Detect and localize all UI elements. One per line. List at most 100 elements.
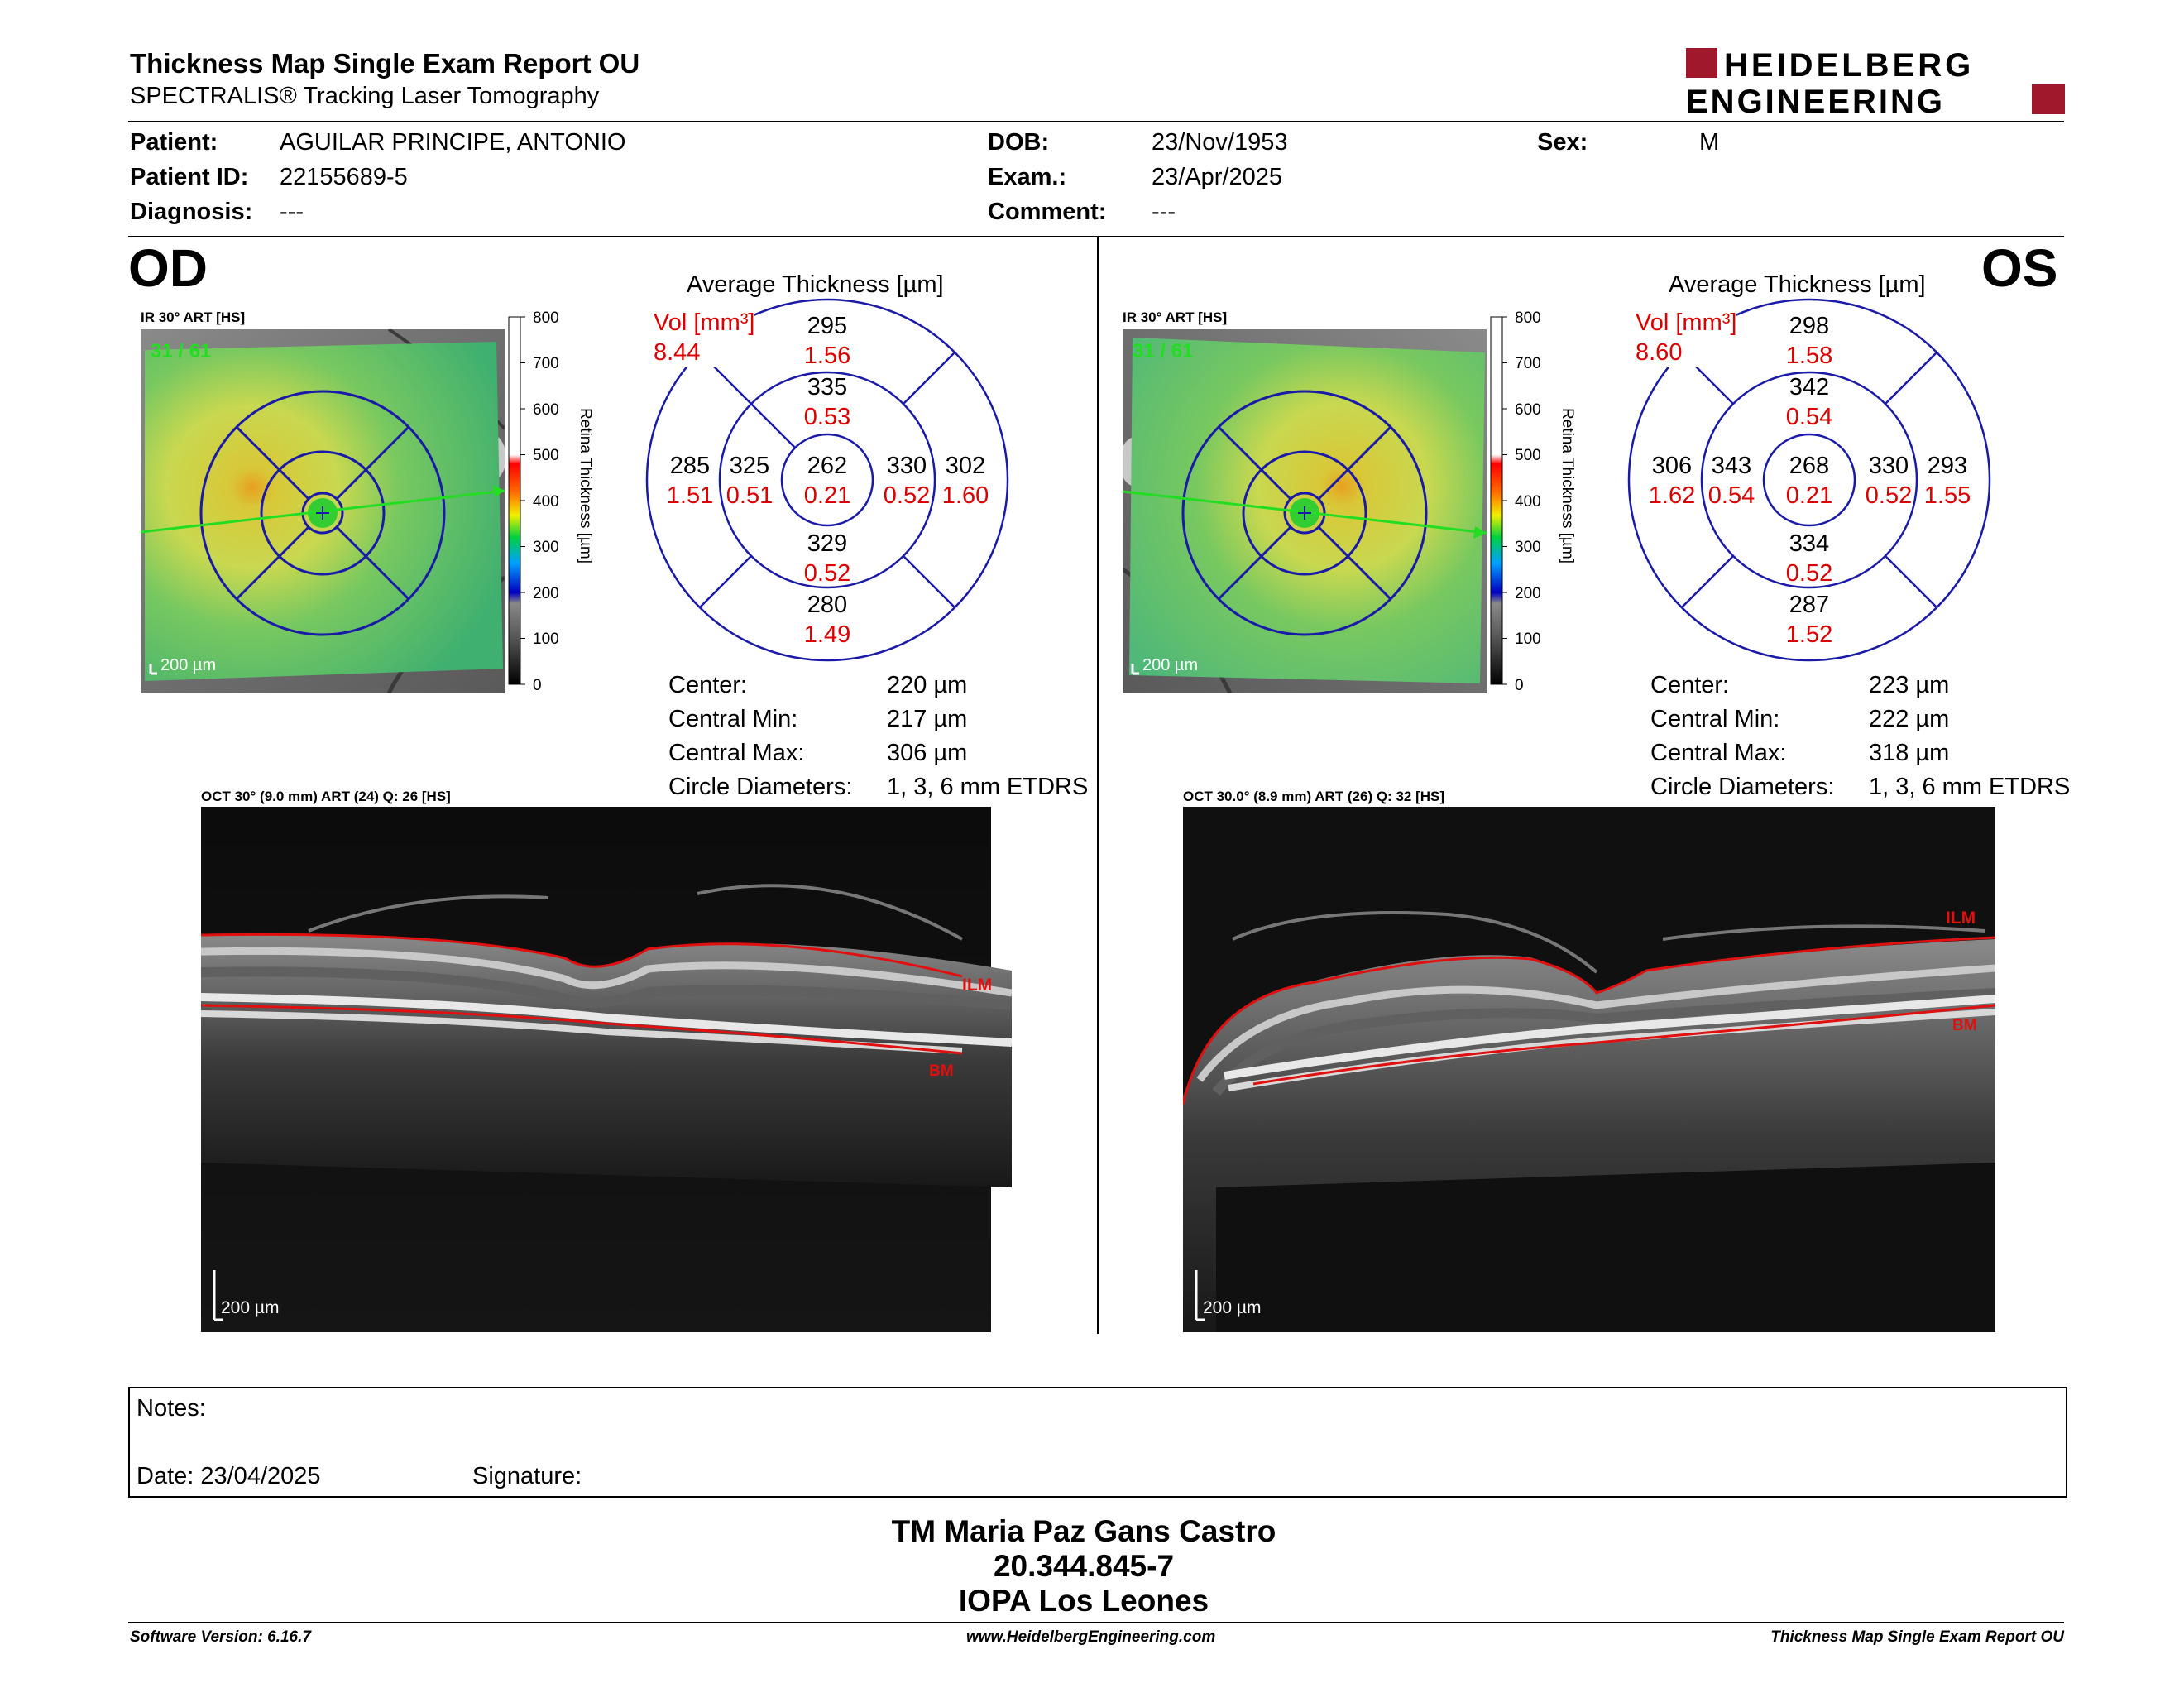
signer-institution: IOPA Los Leones — [958, 1584, 1209, 1618]
os-inner-inf-volume: 0.52 — [1786, 560, 1832, 587]
od-outer-inf-volume: 1.49 — [804, 621, 850, 648]
patient-label: Patient: — [130, 129, 218, 156]
os-max-label: Central Max: — [1650, 740, 1787, 766]
website-link[interactable]: www.HeidelbergEngineering.com — [966, 1628, 1216, 1646]
os-cbar-800: 800 — [1515, 310, 1541, 327]
od-outer-sup-thickness: 295 — [807, 313, 847, 339]
notes-label: Notes: — [136, 1395, 206, 1422]
od-center-volume: 0.21 — [804, 482, 850, 509]
os-outer-inf-thickness: 287 — [1789, 592, 1829, 618]
od-oct-scale: 200 µm — [221, 1298, 279, 1317]
os-cbar-500: 500 — [1515, 447, 1541, 464]
od-frames-count: 31 / 61 — [151, 340, 211, 362]
os-min-label: Central Min: — [1650, 706, 1780, 732]
od-cbar-700: 700 — [533, 355, 559, 372]
os-cbar-400: 400 — [1515, 493, 1541, 511]
os-cbar-0: 0 — [1515, 677, 1524, 691]
od-ilm-label: ILM — [962, 976, 992, 995]
os-center-label: Center: — [1650, 672, 1730, 698]
svg-text:ENGINEERING: ENGINEERING — [1686, 84, 1945, 116]
os-center-value: 223 µm — [1869, 672, 1950, 698]
os-inner-right-volume: 0.52 — [1866, 482, 1912, 509]
od-max-label: Central Max: — [668, 740, 805, 766]
os-outer-sup-thickness: 298 — [1789, 313, 1829, 339]
od-etdrs-grid: 295 1.56 335 0.53 262 0.21 325 0.51 330 … — [645, 298, 1018, 662]
od-vol-value: 8.44 — [654, 339, 701, 366]
sex-label: Sex: — [1537, 129, 1588, 156]
signer-name: TM Maria Paz Gans Castro — [891, 1514, 1276, 1548]
od-cbar-label: Retina Thickness [µm] — [577, 408, 594, 563]
od-stats-values: 220 µm 217 µm 306 µm 1, 3, 6 mm ETDRS — [887, 669, 1088, 804]
os-cbar-600: 600 — [1515, 401, 1541, 419]
exam-value: 23/Apr/2025 — [1152, 164, 1283, 190]
eye-divider — [1097, 237, 1099, 1334]
os-colorbar: 800 700 600 500 400 300 200 100 0 Retina… — [1487, 309, 1586, 694]
diagnosis-label: Diagnosis: — [130, 199, 253, 225]
od-min-value: 217 µm — [887, 706, 968, 732]
os-frames-count: 31 / 61 — [1133, 340, 1193, 362]
os-thickness-map: 31 / 61 200 µm — [1119, 329, 1487, 695]
od-outer-left-volume: 1.51 — [667, 482, 713, 509]
od-scale-label: 200 µm — [160, 656, 216, 674]
od-circ-label: Circle Diameters: — [668, 774, 853, 800]
footer-divider — [128, 1622, 2064, 1623]
od-stats-labels: Center: Central Min: Central Max: Circle… — [668, 669, 852, 804]
os-outer-left-thickness: 306 — [1652, 453, 1692, 479]
signer-id: 20.344.845-7 — [993, 1549, 1175, 1583]
os-oct-scale: 200 µm — [1203, 1298, 1261, 1317]
patient-value: AGUILAR PRINCIPE, ANTONIO — [280, 129, 626, 156]
os-cbar-label: Retina Thickness [µm] — [1559, 408, 1576, 563]
od-inner-left-volume: 0.51 — [726, 482, 773, 509]
os-oct-scan: ILM BM 200 µm — [1181, 807, 1996, 1332]
od-cbar-500: 500 — [533, 447, 559, 464]
od-max-value: 306 µm — [887, 740, 968, 766]
od-outer-right-thickness: 302 — [946, 453, 985, 479]
os-inner-sup-thickness: 342 — [1789, 374, 1829, 400]
os-outer-left-volume: 1.62 — [1649, 482, 1695, 509]
od-center-value: 220 µm — [887, 672, 968, 698]
od-center-label: Center: — [668, 672, 748, 698]
od-eye-label: OD — [128, 238, 208, 298]
os-cbar-100: 100 — [1515, 631, 1541, 648]
od-ir-label: IR 30° ART [HS] — [141, 309, 246, 325]
od-cbar-200: 200 — [533, 585, 559, 602]
od-colorbar: 800 700 600 500 400 300 200 100 0 Retina… — [505, 309, 604, 694]
os-stats-labels: Center: Central Min: Central Max: Circle… — [1650, 669, 1834, 804]
od-oct-scan: ILM BM 200 µm — [200, 807, 1013, 1332]
os-center-volume: 0.21 — [1786, 482, 1832, 509]
od-center-thickness: 262 — [807, 453, 847, 479]
od-inner-right-thickness: 330 — [887, 453, 927, 479]
od-min-label: Central Min: — [668, 706, 798, 732]
os-scale-label: 200 µm — [1142, 656, 1198, 674]
os-inner-sup-volume: 0.54 — [1786, 404, 1832, 430]
od-outer-inf-thickness: 280 — [807, 592, 847, 618]
os-min-value: 222 µm — [1869, 706, 1950, 732]
notes-box[interactable]: Notes: Date: 23/04/2025 Signature: — [128, 1387, 2067, 1498]
od-oct-label: OCT 30° (9.0 mm) ART (24) Q: 26 [HS] — [201, 789, 451, 804]
os-eye-label: OS — [1981, 238, 2058, 298]
os-center-thickness: 268 — [1789, 453, 1829, 479]
od-vol-block: Vol [mm³] 8.44 — [654, 308, 755, 367]
od-inner-inf-thickness: 329 — [807, 530, 847, 557]
od-bm-label: BM — [929, 1062, 954, 1080]
od-cbar-0: 0 — [533, 677, 542, 691]
os-cbar-200: 200 — [1515, 585, 1541, 602]
os-vol-value: 8.60 — [1636, 339, 1683, 366]
os-bm-label: BM — [1952, 1017, 1977, 1034]
od-cbar-300: 300 — [533, 539, 559, 556]
os-vol-block: Vol [mm³] 8.60 — [1636, 308, 1737, 367]
os-cbar-300: 300 — [1515, 539, 1541, 556]
header-divider — [128, 121, 2064, 122]
os-inner-right-thickness: 330 — [1869, 453, 1909, 479]
os-circ-label: Circle Diameters: — [1650, 774, 1835, 800]
patient-id-label: Patient ID: — [130, 164, 249, 190]
software-version: Software Version: 6.16.7 — [130, 1628, 311, 1646]
os-inner-inf-thickness: 334 — [1789, 530, 1829, 557]
info-divider — [128, 236, 2064, 237]
report-subtitle: SPECTRALIS® Tracking Laser Tomography — [130, 83, 600, 109]
od-cbar-400: 400 — [533, 493, 559, 511]
os-avg-title: Average Thickness [µm] — [1669, 271, 1926, 298]
dob-value: 23/Nov/1953 — [1152, 129, 1288, 156]
os-outer-right-thickness: 293 — [1928, 453, 1967, 479]
diagnosis-value: --- — [280, 199, 304, 225]
